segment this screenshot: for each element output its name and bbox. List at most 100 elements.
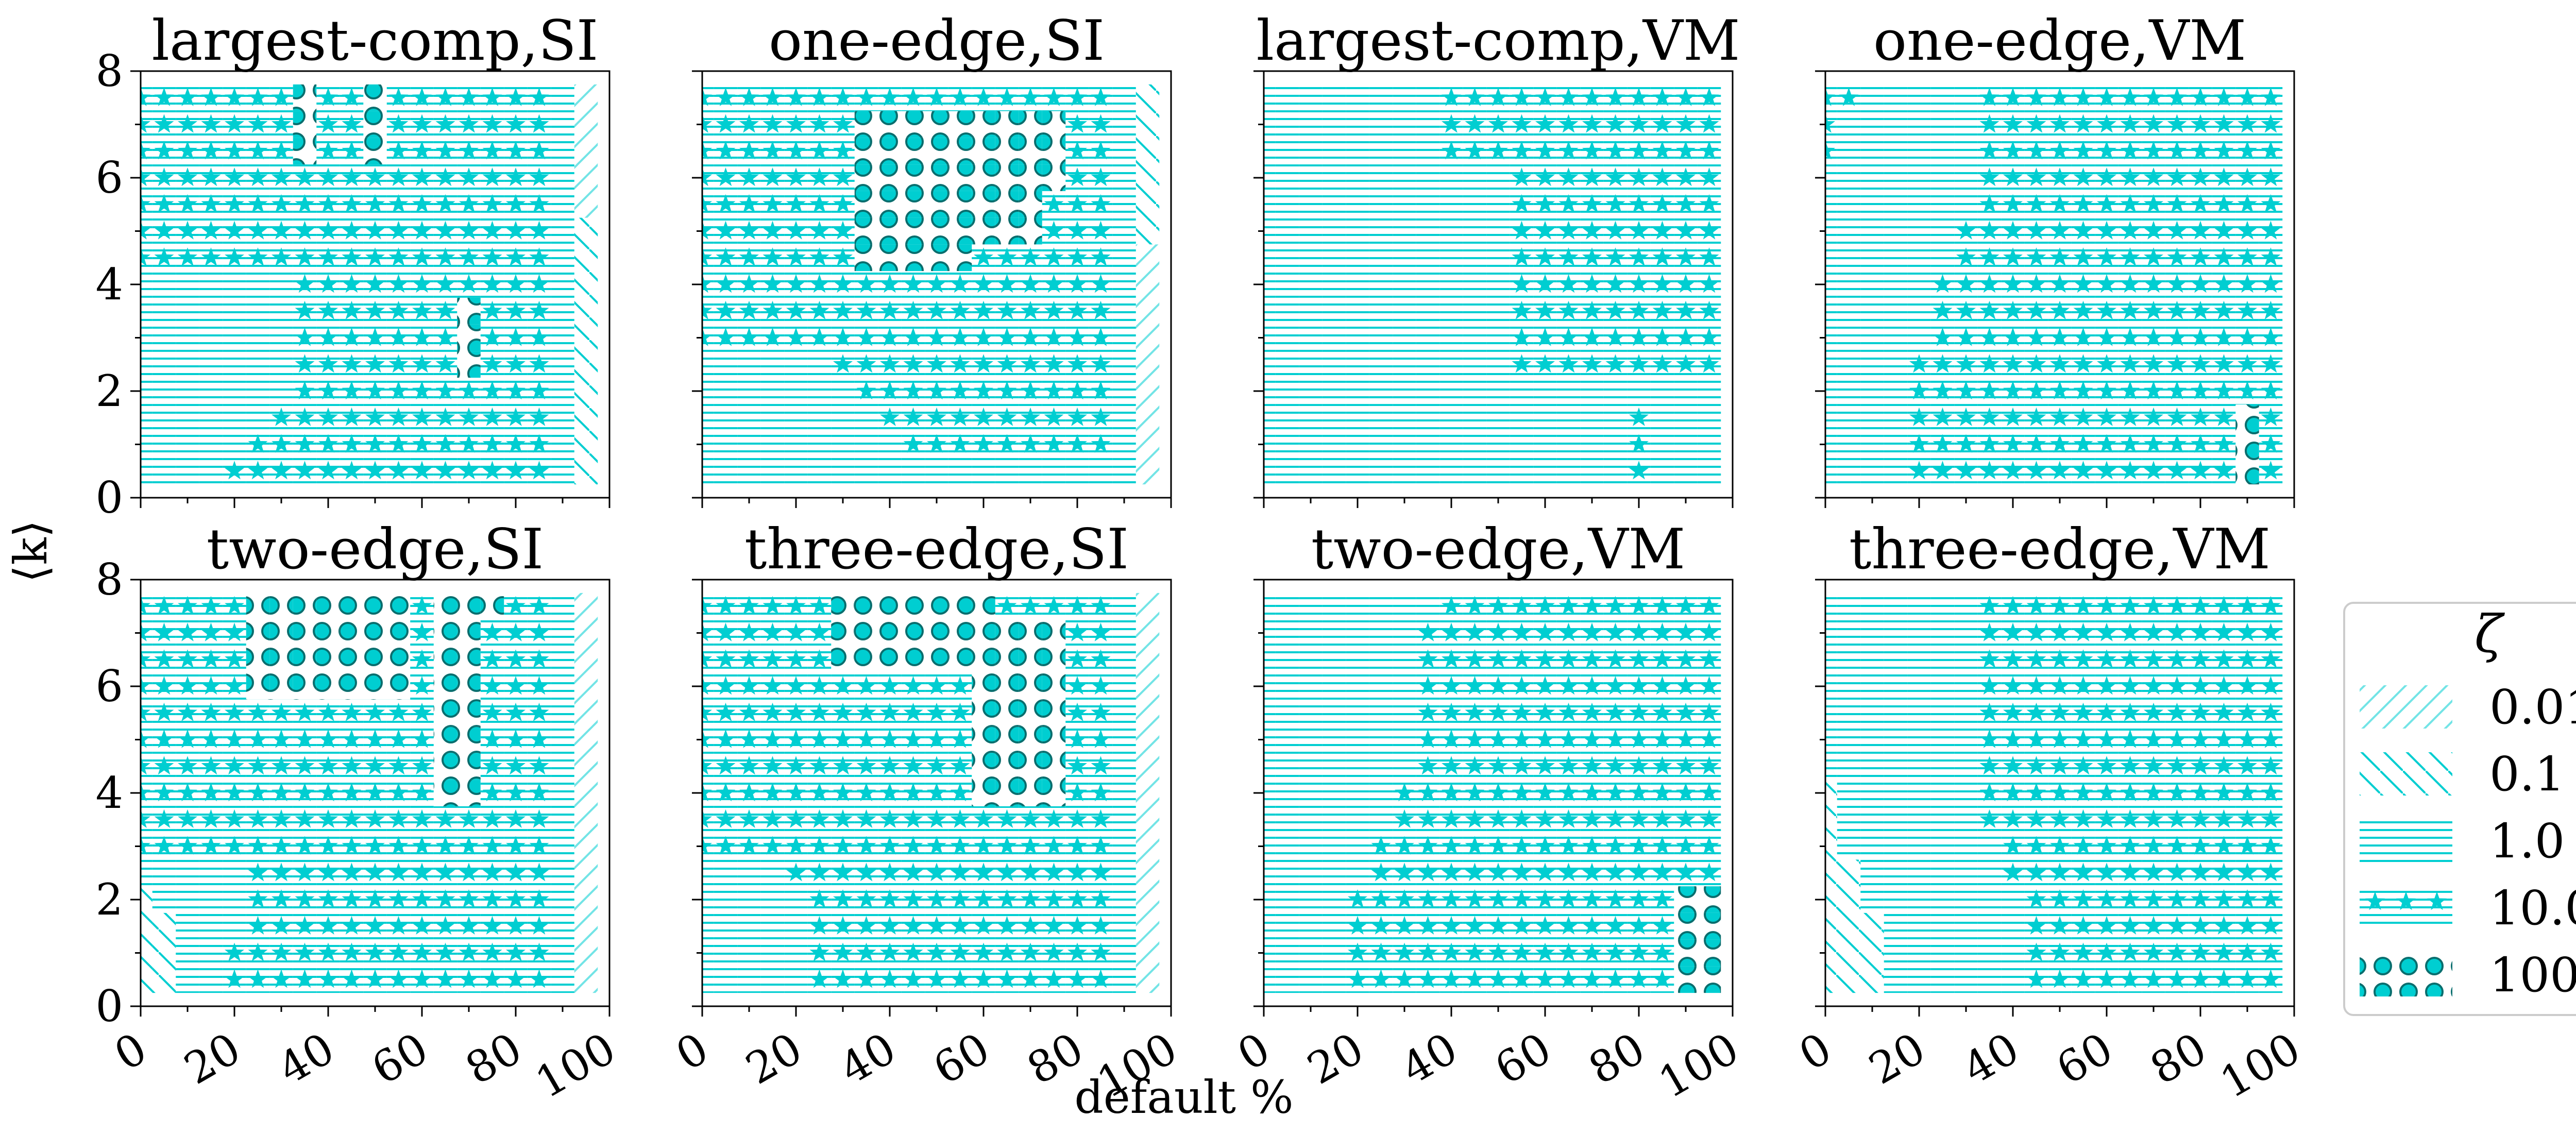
heatmap-cell — [1299, 886, 1323, 913]
heatmap-cell — [760, 84, 785, 111]
heatmap-cell — [1439, 297, 1463, 325]
heatmap-cell — [854, 84, 878, 111]
heatmap-cell — [2095, 806, 2119, 833]
heatmap-cell — [2071, 806, 2095, 833]
heatmap-cell — [293, 939, 317, 967]
heatmap-cell — [1674, 84, 1698, 111]
heatmap-cell — [2189, 111, 2212, 138]
heatmap-cell — [141, 191, 152, 218]
heatmap-cell — [1860, 886, 1884, 913]
heatmap-cell — [1674, 297, 1698, 325]
heatmap-cell — [1346, 859, 1369, 887]
heatmap-cell — [1416, 726, 1440, 753]
heatmap-cell — [2235, 699, 2259, 726]
heatmap-cell — [246, 833, 270, 860]
heatmap-cell — [1299, 351, 1323, 378]
heatmap-cell — [1275, 404, 1299, 431]
heatmap-cell — [1322, 619, 1346, 647]
heatmap-cell — [995, 138, 1019, 165]
heatmap-cell — [1112, 859, 1136, 887]
heatmap-cell — [1884, 699, 1908, 726]
heatmap-cell — [1860, 217, 1884, 245]
heatmap-cell — [1697, 84, 1721, 111]
panel-title: three-edge,SI — [744, 517, 1129, 582]
heatmap-cell — [1954, 673, 1978, 700]
heatmap-cell — [141, 84, 152, 111]
heatmap-cell — [702, 111, 714, 138]
heatmap-cell — [1264, 619, 1276, 647]
heatmap-cell — [1439, 699, 1463, 726]
heatmap-cell — [2095, 191, 2119, 218]
heatmap-cell — [2071, 753, 2095, 780]
heatmap-cell — [1627, 84, 1651, 111]
heatmap-cell — [2259, 859, 2283, 887]
heatmap-cell — [702, 593, 714, 620]
heatmap-cell — [1556, 753, 1581, 780]
heatmap-cell — [2118, 84, 2142, 111]
heatmap-cell — [2118, 244, 2142, 272]
heatmap-cell — [714, 217, 738, 245]
heatmap-cell — [1042, 593, 1066, 620]
heatmap-cell — [410, 244, 434, 272]
heatmap-cell — [1825, 297, 1837, 325]
heatmap-cell — [1393, 217, 1416, 245]
heatmap-cell — [1977, 404, 2002, 431]
heatmap-cell — [246, 138, 270, 165]
heatmap-cell — [223, 324, 246, 351]
heatmap-cell — [854, 646, 878, 673]
heatmap-cell — [269, 271, 293, 298]
heatmap-cell — [1322, 780, 1346, 806]
heatmap-cell — [527, 271, 551, 298]
heatmap-cell — [1556, 217, 1581, 245]
heatmap-cell — [714, 351, 738, 378]
heatmap-cell — [340, 833, 364, 860]
heatmap-cell — [807, 404, 832, 431]
heatmap-cell — [152, 378, 176, 404]
heatmap-cell — [1533, 351, 1557, 378]
heatmap-cell — [737, 699, 761, 726]
heatmap-cell — [1042, 673, 1066, 700]
heatmap-cell — [1264, 859, 1276, 887]
heatmap-cell — [901, 912, 925, 940]
heatmap-cell — [972, 646, 995, 673]
heatmap-cell — [1556, 859, 1581, 887]
heatmap-cell — [141, 646, 152, 673]
heatmap-cell — [972, 673, 995, 700]
heatmap-cell — [2024, 164, 2048, 191]
heatmap-cell — [2189, 324, 2212, 351]
heatmap-cell — [2235, 244, 2259, 272]
heatmap-cell — [1977, 726, 2002, 753]
heatmap-cell — [995, 699, 1019, 726]
heatmap-cell — [2024, 753, 2048, 780]
heatmap-cell — [1275, 646, 1299, 673]
heatmap-cell — [1019, 351, 1042, 378]
heatmap-cell — [1977, 431, 2002, 458]
heatmap-cell — [410, 806, 434, 833]
heatmap-cell — [504, 966, 528, 993]
heatmap-cell — [1954, 297, 1978, 325]
heatmap-cell — [176, 673, 199, 700]
heatmap-cell — [760, 271, 785, 298]
heatmap-cell — [176, 886, 199, 913]
heatmap-cell — [1322, 378, 1346, 404]
heatmap-cell — [831, 753, 855, 780]
heatmap-cell — [995, 593, 1019, 620]
heatmap-cell — [1510, 164, 1534, 191]
heatmap-cell — [363, 859, 387, 887]
heatmap-cell — [2118, 939, 2142, 967]
heatmap-cell — [269, 404, 293, 431]
heatmap-cell — [1322, 191, 1346, 218]
heatmap-cell — [269, 458, 293, 485]
heatmap-cell — [1650, 271, 1674, 298]
heatmap-cell — [1112, 271, 1136, 298]
heatmap-cell — [1112, 806, 1136, 833]
heatmap-cell — [1556, 780, 1581, 806]
heatmap-cell — [854, 431, 878, 458]
heatmap-cell — [1533, 646, 1557, 673]
heatmap-cell — [1369, 324, 1393, 351]
panel: one-edge,VM — [1815, 9, 2295, 508]
heatmap-cell — [1439, 164, 1463, 191]
legend-swatch-star — [2396, 891, 2416, 910]
heatmap-cell — [504, 699, 528, 726]
